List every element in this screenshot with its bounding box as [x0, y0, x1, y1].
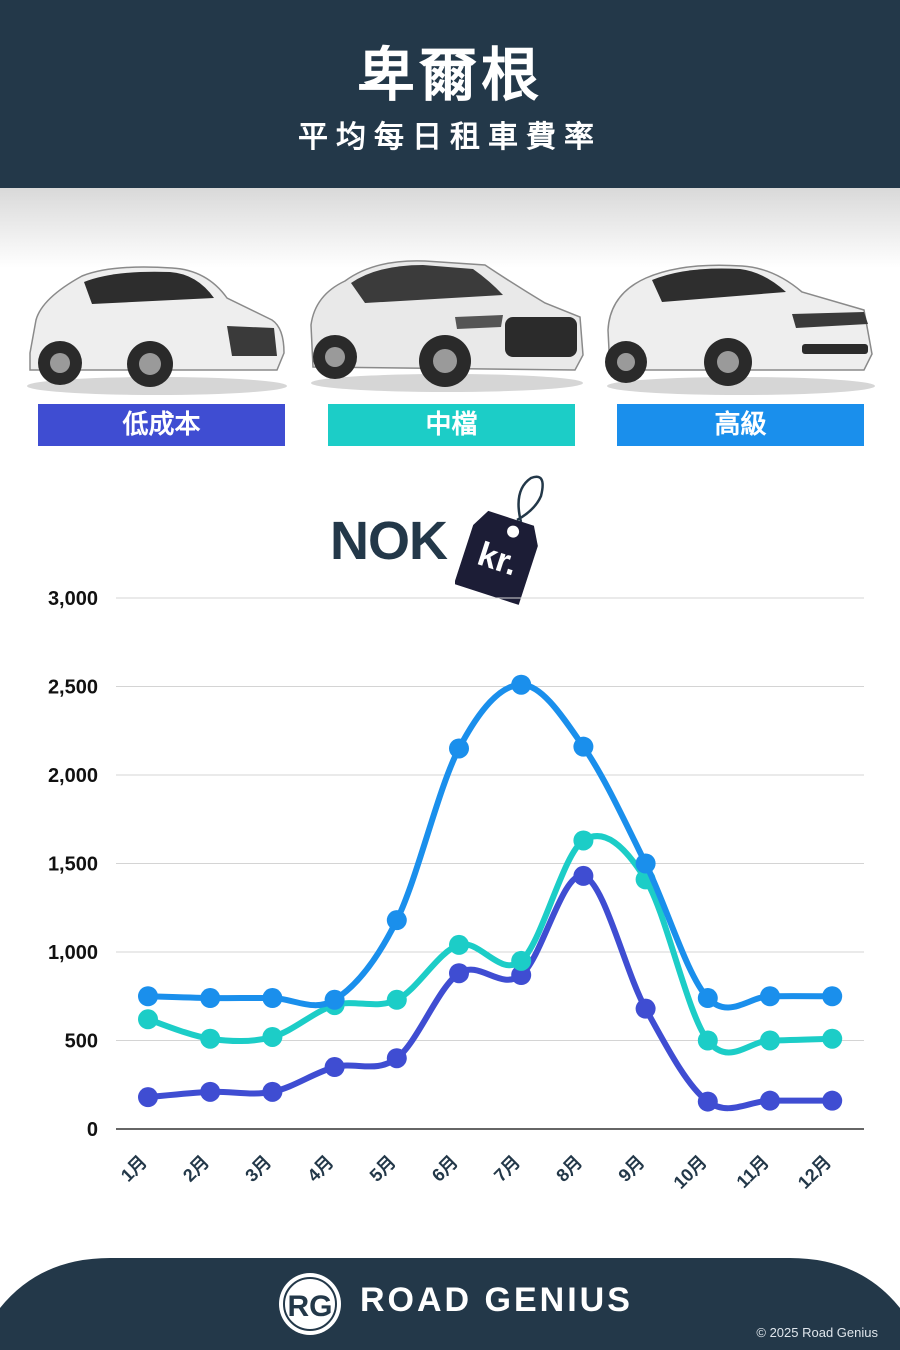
series-line-1	[145, 833, 836, 1056]
x-tick-label: 7月	[490, 1152, 524, 1186]
y-tick-label: 0	[87, 1119, 98, 1141]
data-point	[262, 988, 283, 1009]
y-tick-label: 2,500	[48, 677, 98, 699]
data-point	[511, 674, 532, 695]
x-tick-label: 2月	[179, 1152, 213, 1186]
data-point	[635, 853, 656, 874]
data-point	[822, 986, 843, 1007]
data-point	[262, 1081, 283, 1102]
copyright-text: © 2025 Road Genius	[756, 1325, 878, 1340]
x-tick-label: 9月	[614, 1152, 648, 1186]
data-point	[822, 1028, 843, 1049]
logo-mark: RG	[288, 1290, 333, 1323]
data-point	[386, 910, 407, 931]
premium-suv-image	[605, 264, 875, 395]
data-point	[138, 1009, 158, 1030]
header-banner	[0, 0, 900, 188]
category-label-economy: 低成本	[38, 404, 285, 446]
page-title: 卑爾根	[356, 41, 543, 109]
y-tick-label: 2,000	[48, 765, 98, 787]
data-point	[511, 965, 532, 986]
data-point	[697, 1091, 718, 1112]
economy-car-image	[27, 266, 287, 395]
y-tick-label: 1,500	[48, 854, 98, 876]
data-point	[138, 986, 158, 1007]
data-point	[573, 830, 594, 851]
data-point	[262, 1026, 283, 1047]
y-tick-label: 500	[65, 1031, 98, 1053]
x-tick-label: 5月	[366, 1152, 400, 1186]
data-point	[760, 1030, 780, 1051]
x-tick-label: 12月	[794, 1152, 835, 1193]
x-tick-label: 1月	[117, 1152, 151, 1186]
x-tick-label: 11月	[733, 1152, 773, 1192]
data-point	[449, 963, 469, 984]
y-tick-label: 3,000	[48, 588, 98, 610]
data-point	[324, 1057, 345, 1078]
price-tag-icon: kr.	[455, 475, 544, 605]
data-point	[573, 736, 594, 757]
x-tick-label: 4月	[303, 1152, 337, 1186]
header-shadow	[0, 188, 900, 268]
data-point	[697, 988, 718, 1009]
data-point	[200, 988, 221, 1009]
data-point	[386, 989, 407, 1010]
data-point	[386, 1048, 407, 1069]
y-tick-label: 1,000	[48, 942, 98, 964]
data-point	[760, 986, 780, 1007]
data-point	[635, 998, 656, 1019]
x-tick-label: 8月	[552, 1152, 586, 1186]
x-tick-label: 3月	[241, 1152, 275, 1186]
data-point	[760, 1090, 780, 1111]
data-point	[138, 1087, 158, 1108]
category-label-premium: 高級	[617, 404, 864, 446]
data-point	[822, 1090, 843, 1111]
data-point	[449, 738, 469, 759]
data-point	[324, 989, 345, 1010]
data-point	[449, 934, 469, 955]
series-line-0	[145, 872, 836, 1112]
page-subtitle: 平均每日租車費率	[298, 120, 602, 155]
line-chart: 0 500 1,000 1,500 2,000 2,500 3,000 1月 2月 3月 4月 5月 6…	[48, 588, 864, 1193]
x-tick-label: 10月	[670, 1152, 711, 1193]
currency-code: NOK	[330, 511, 448, 571]
data-point	[200, 1028, 221, 1049]
data-point	[200, 1081, 221, 1102]
midsize-suv-image	[310, 260, 584, 392]
x-tick-label: 6月	[428, 1152, 462, 1186]
data-point	[573, 865, 594, 886]
data-point	[697, 1030, 718, 1051]
category-label-midsize: 中檔	[328, 404, 575, 446]
data-point	[511, 950, 532, 971]
footer-banner: RG	[0, 1258, 900, 1350]
brand-name: ROAD GENIUS	[360, 1281, 633, 1319]
